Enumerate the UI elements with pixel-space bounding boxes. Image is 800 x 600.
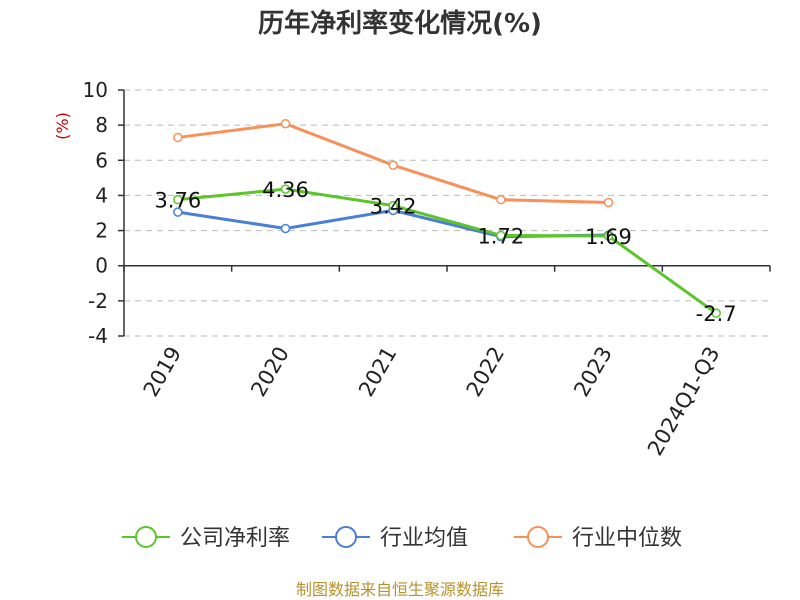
data-point [603, 231, 614, 241]
data-point [388, 160, 398, 170]
data-point [173, 194, 183, 205]
y-tick-label: 4 [95, 183, 108, 207]
data-label: 4.36 [262, 178, 309, 202]
data-point [173, 207, 183, 217]
legend-label: 公司净利率 [180, 526, 290, 551]
x-tick-label: 2022 [462, 343, 510, 401]
y-tick-label: 0 [95, 254, 108, 278]
y-tick-label: -4 [88, 324, 108, 348]
data-point [280, 223, 291, 234]
chart-title: 历年净利率变化情况(%) [258, 8, 542, 39]
legend-marker [527, 526, 549, 548]
x-tick-label: 2021 [354, 343, 402, 401]
data-point [280, 118, 291, 129]
legend-item[interactable]: 公司净利率 [122, 526, 290, 551]
data-point [496, 230, 506, 241]
source-note: 制图数据来自恒生聚源数据库 [296, 580, 504, 599]
plot-area [173, 118, 721, 318]
data-labels: 3.76 4.36 3.42 1.72 1.69 -2.7 [154, 178, 736, 326]
y-tick-label: 2 [95, 219, 108, 243]
x-tick-label: 2023 [569, 343, 617, 401]
data-point [173, 132, 183, 143]
legend-label: 行业均值 [380, 526, 468, 551]
y-tick-label: 8 [95, 113, 108, 137]
data-point [280, 184, 291, 194]
legend-item[interactable]: 行业中位数 [514, 526, 682, 551]
x-tick-label: 2020 [246, 343, 294, 401]
data-point [388, 200, 398, 211]
x-tick-label: 2019 [139, 343, 187, 401]
data-label: 3.76 [154, 189, 201, 213]
data-point [603, 197, 614, 208]
y-tick-label: 10 [83, 78, 108, 102]
data-point [711, 308, 721, 318]
y-axis-label: (%) [53, 112, 72, 140]
legend-item[interactable]: 行业均值 [322, 526, 468, 551]
data-point [496, 194, 506, 205]
x-tick-label: 2024Q1-Q3 [643, 343, 725, 460]
y-tick-label: 6 [95, 148, 108, 172]
data-label: 3.42 [370, 195, 417, 219]
legend-marker [335, 526, 357, 548]
data-label: 1.72 [477, 224, 524, 248]
legend: 公司净利率 行业均值 行业中位数 [122, 526, 682, 551]
legend-marker [135, 526, 157, 548]
series-line [177, 187, 718, 315]
legend-label: 行业中位数 [572, 526, 682, 551]
data-label: 1.69 [585, 225, 632, 249]
data-label: -2.7 [696, 302, 737, 326]
y-tick-label: -2 [88, 289, 108, 313]
grid [124, 89, 770, 337]
